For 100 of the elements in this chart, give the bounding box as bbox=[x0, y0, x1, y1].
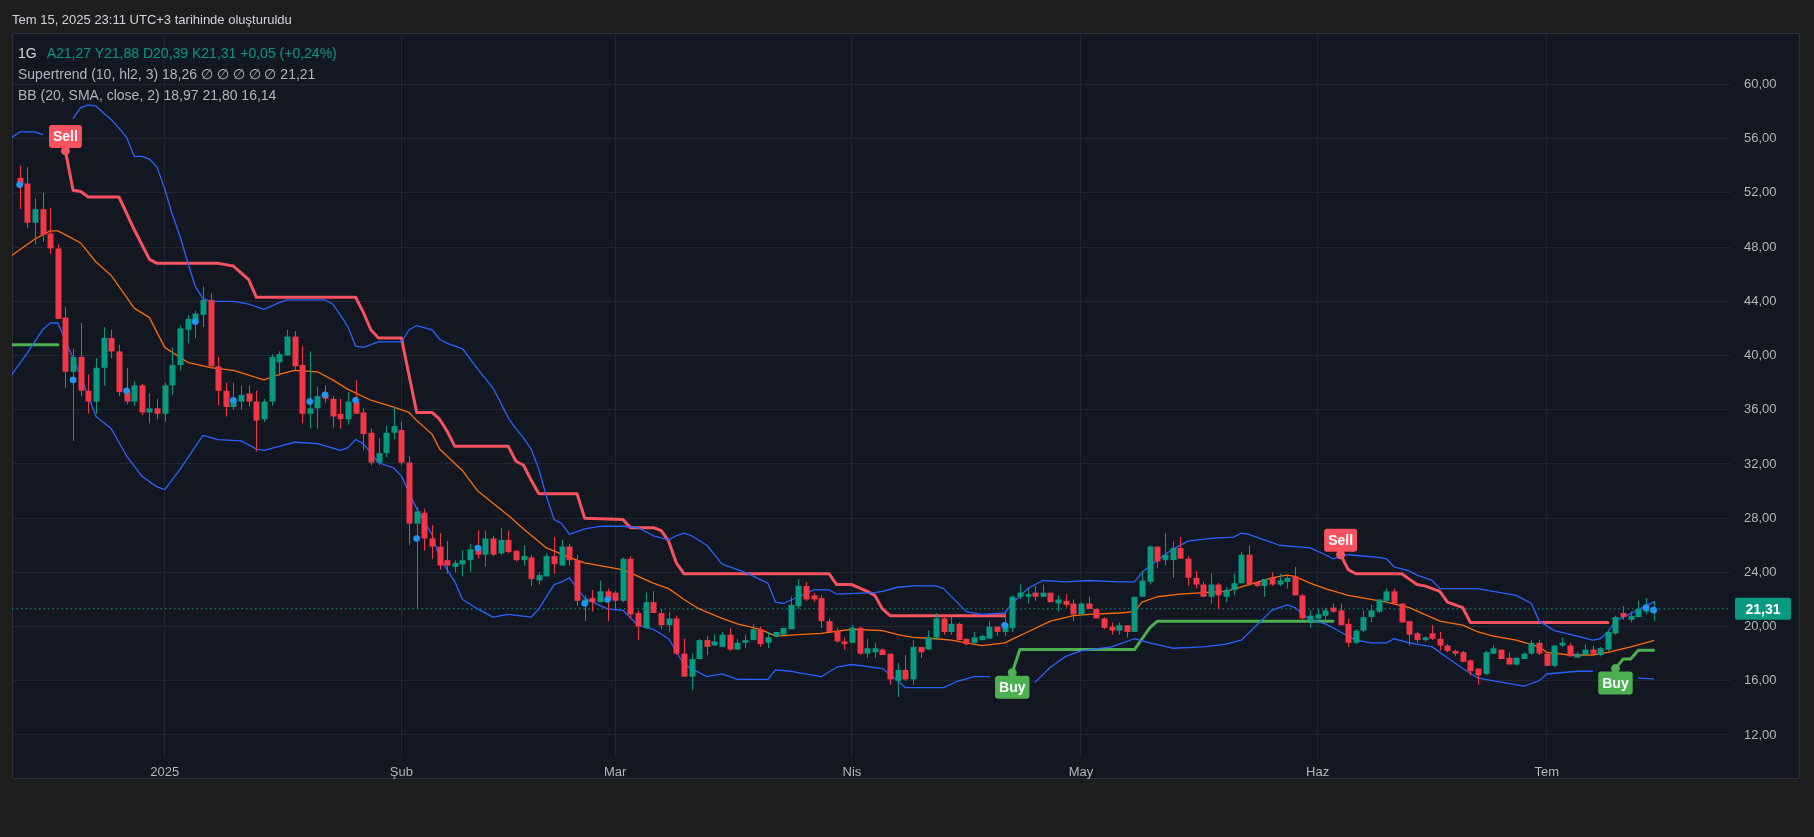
y-tick-label: 28,00 bbox=[1744, 509, 1777, 525]
text: A21,27 Y21,88 D20,39 K21,31 +0,05 (+0,24%) bbox=[46, 45, 337, 61]
candlestick bbox=[391, 406, 398, 441]
candlestick bbox=[948, 615, 955, 636]
candlestick bbox=[666, 611, 673, 633]
x-tick-label: 2025 bbox=[150, 764, 180, 780]
point bbox=[306, 398, 314, 405]
point bbox=[1642, 604, 1650, 611]
point bbox=[191, 318, 199, 325]
x-tick-label: Haz bbox=[1306, 764, 1330, 780]
candlestick bbox=[314, 386, 321, 430]
candlestick bbox=[757, 626, 764, 648]
candlestick bbox=[253, 390, 260, 453]
candlestick bbox=[169, 346, 176, 396]
candlestick bbox=[727, 627, 734, 652]
candlestick bbox=[864, 638, 871, 659]
y-tick-label: 60,00 bbox=[1744, 76, 1777, 92]
candlestick bbox=[383, 425, 390, 458]
candlestick bbox=[482, 529, 489, 568]
candlestick bbox=[261, 398, 268, 423]
candlestick bbox=[589, 589, 596, 613]
candlestick bbox=[925, 630, 932, 651]
candlestick bbox=[1177, 536, 1184, 560]
x-tick-label: Nis bbox=[842, 764, 862, 780]
text: Tem 15, 2025 23:11 UTC+3 tarihinde oluşturuldu bbox=[12, 11, 292, 29]
y-tick-label: 48,00 bbox=[1744, 238, 1777, 254]
annotation: BB (20, SMA, close, 2) 18,97 21,80 16,14 bbox=[18, 86, 277, 104]
y-tick-label: 36,00 bbox=[1744, 401, 1777, 417]
candlestick bbox=[345, 391, 352, 426]
candlestick bbox=[902, 654, 909, 682]
point bbox=[16, 181, 23, 189]
candlestick bbox=[307, 350, 314, 430]
candlestick bbox=[704, 635, 711, 656]
candlestick bbox=[238, 384, 245, 411]
candlestick bbox=[941, 615, 948, 636]
candlestick bbox=[505, 529, 512, 554]
candlestick bbox=[566, 543, 573, 567]
point bbox=[69, 376, 77, 384]
candlestick bbox=[895, 662, 902, 698]
y-tick-label: 32,00 bbox=[1744, 455, 1777, 471]
candlestick bbox=[803, 581, 810, 602]
candlestick bbox=[467, 543, 474, 573]
text: 1G bbox=[18, 45, 37, 61]
x-tick-label: Mar bbox=[604, 764, 628, 780]
y-tick-label: 24,00 bbox=[1744, 563, 1777, 579]
candlestick bbox=[200, 285, 207, 328]
candlestick bbox=[658, 608, 665, 630]
y-tick-label: 12,00 bbox=[1744, 726, 1777, 742]
candlestick bbox=[689, 653, 696, 691]
point bbox=[352, 396, 359, 404]
x-tick-label: May bbox=[1068, 764, 1094, 780]
y-tick-label: 20,00 bbox=[1744, 618, 1777, 634]
candlestick bbox=[223, 382, 230, 418]
candlestick bbox=[1299, 593, 1306, 621]
annotation: Buy bbox=[1602, 674, 1629, 691]
point bbox=[604, 596, 611, 603]
annotation: Sell bbox=[1328, 532, 1354, 549]
candlestick bbox=[376, 437, 383, 466]
candlestick bbox=[1208, 573, 1215, 605]
candlestick bbox=[70, 348, 77, 442]
y-tick-label: 52,00 bbox=[1744, 184, 1777, 200]
candlestick bbox=[108, 329, 115, 359]
point bbox=[413, 535, 420, 542]
candlestick bbox=[1139, 570, 1146, 598]
candlestick bbox=[154, 398, 161, 420]
annotation: Sell bbox=[53, 128, 78, 145]
candlestick bbox=[1231, 573, 1238, 596]
candlestick bbox=[146, 392, 153, 424]
candlestick bbox=[1437, 631, 1444, 652]
y-tick-label: 44,00 bbox=[1744, 292, 1777, 308]
y-tick-label: 56,00 bbox=[1744, 130, 1777, 146]
candlestick bbox=[1292, 566, 1299, 596]
candlestick bbox=[1215, 582, 1222, 610]
candlestick bbox=[681, 638, 688, 678]
candlestick bbox=[1162, 532, 1169, 567]
candlestick bbox=[490, 535, 497, 557]
candlestick bbox=[528, 554, 535, 587]
candlestick bbox=[32, 197, 39, 245]
annotation: Buy bbox=[999, 678, 1026, 695]
candlestick bbox=[429, 524, 436, 560]
candlestick bbox=[85, 374, 92, 415]
annotation: Supertrend (10, hl2, 3) 18,26 ∅ ∅ ∅ ∅ ∅ 21,21 bbox=[18, 65, 316, 83]
candlestick bbox=[246, 384, 253, 408]
candlestick bbox=[933, 612, 940, 641]
candlestick bbox=[635, 609, 642, 641]
x-tick-label: Şub bbox=[389, 764, 413, 780]
y-tick-label: 16,00 bbox=[1744, 672, 1777, 688]
candlestick bbox=[284, 329, 291, 357]
candlestick bbox=[498, 527, 505, 556]
candlestick bbox=[551, 536, 558, 575]
candlestick bbox=[521, 544, 528, 567]
candlestick bbox=[185, 314, 192, 344]
candlestick bbox=[131, 380, 138, 407]
candlestick bbox=[1185, 555, 1192, 587]
candlestick bbox=[559, 539, 566, 567]
y-tick-label: 40,00 bbox=[1744, 347, 1777, 363]
point bbox=[1650, 606, 1657, 614]
x-tick-label: Tem bbox=[1534, 764, 1560, 780]
candlestick bbox=[1170, 540, 1177, 579]
point bbox=[123, 387, 130, 395]
